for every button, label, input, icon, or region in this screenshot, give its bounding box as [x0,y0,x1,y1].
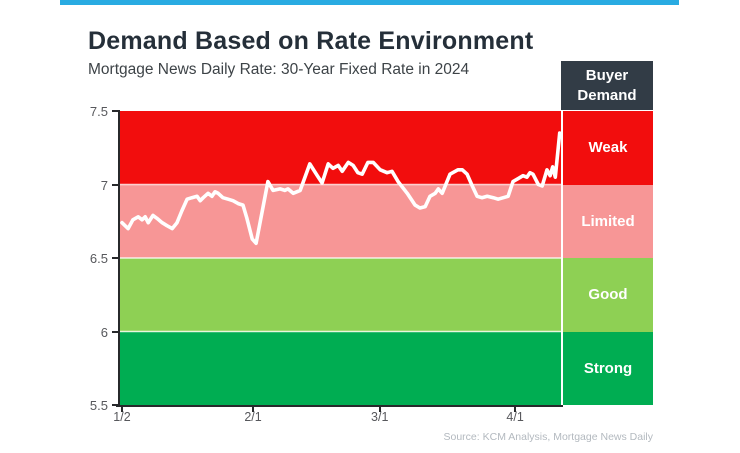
band-weak [119,111,561,185]
x-tick-label: 1/2 [113,410,131,424]
rate-line-chart [119,131,561,333]
legend-row-weak: Weak [563,111,653,185]
y-tick-label: 6.5 [89,251,108,266]
x-tick-mark [121,407,123,412]
x-tick-mark [378,407,381,412]
y-axis-line [118,110,120,407]
y-tick-label: 7.5 [89,104,108,119]
rate-line [120,131,561,246]
y-tick-mark [112,404,119,406]
legend-header: Buyer Demand [561,61,653,110]
page-title: Demand Based on Rate Environment [88,27,534,55]
legend-row-strong: Strong [563,331,653,405]
legend-label: Weak [588,139,628,157]
legend-label: Limited [581,212,635,230]
legend-label: Strong [583,359,633,377]
legend-label: Good [588,286,628,304]
y-tick-mark [112,110,119,112]
band-strong [119,331,561,405]
source-note: Source: KCM Analysis, Mortgage News Dail… [443,431,654,443]
x-tick-label: 4/1 [506,410,524,424]
accent-bar [60,0,679,5]
y-tick-mark [112,183,119,186]
y-tick-mark [112,257,119,259]
x-tick-label: 3/1 [371,410,389,424]
x-tick-mark [252,407,255,412]
y-tick-label: 6 [100,324,108,340]
band-good [119,258,561,332]
demand-legend: Weak Limited Good Strong [563,111,653,405]
y-tick-label: 7 [100,177,108,193]
x-tick-label: 2/1 [244,410,262,424]
legend-row-good: Good [563,258,653,332]
plot-area [119,111,561,405]
x-axis-line [116,405,563,407]
legend-header-line1: Buyer [585,67,629,84]
x-tick-mark [514,407,517,412]
legend-header-line2: Demand [577,86,637,104]
legend-row-limited: Limited [563,184,653,258]
y-tick-mark [112,330,119,333]
y-tick-label: 5.5 [89,398,108,413]
page-subtitle: Mortgage News Daily Rate: 30-Year Fixed … [88,61,470,78]
